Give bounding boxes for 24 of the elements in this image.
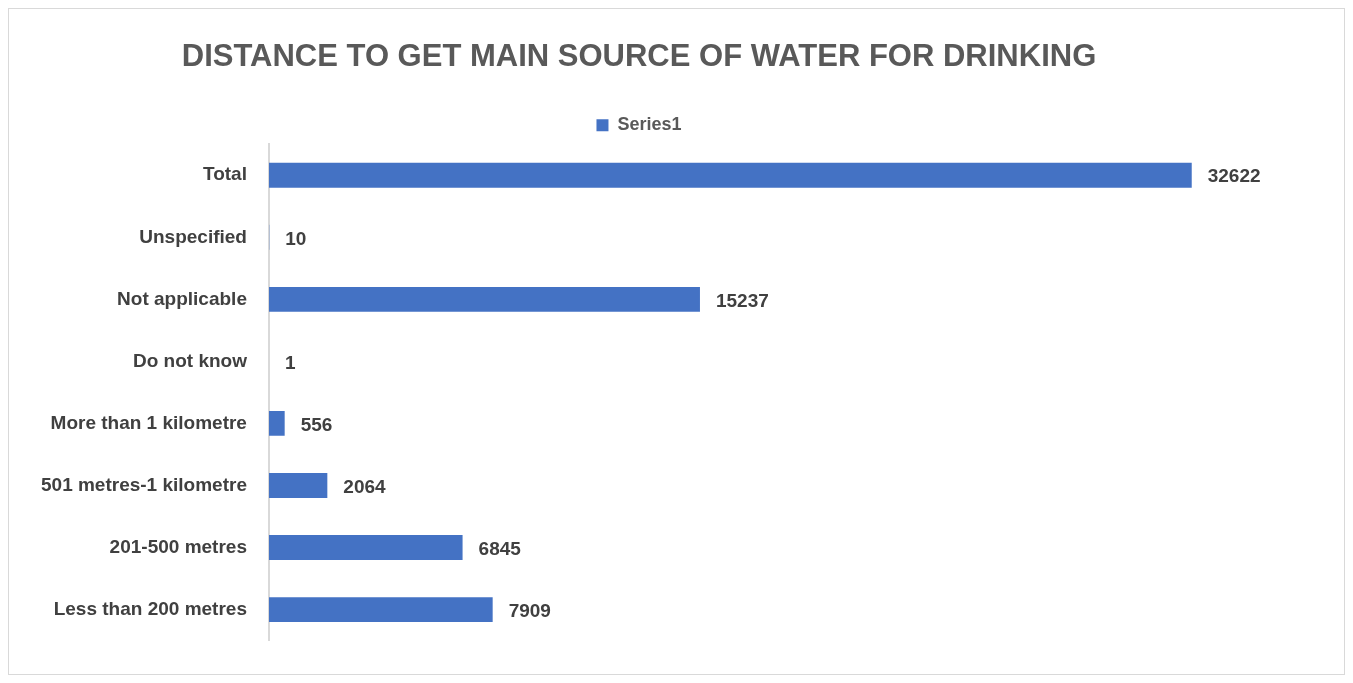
- y-tick-label: Unspecified: [139, 225, 247, 247]
- data-label: 15237: [715, 289, 769, 311]
- data-label: 7909: [508, 599, 551, 621]
- bar: [268, 473, 328, 498]
- data-label: 2064: [343, 475, 387, 497]
- y-tick-label: Total: [202, 163, 247, 185]
- bar: [268, 411, 285, 436]
- bar: [268, 597, 493, 622]
- y-tick-label: 201-500 metres: [109, 535, 247, 557]
- bar: [268, 286, 700, 312]
- data-label: 556: [300, 413, 333, 435]
- y-tick-label: Do not know: [132, 349, 248, 371]
- bar: [268, 535, 463, 560]
- bar: [268, 162, 1192, 188]
- data-label: 10: [285, 227, 307, 249]
- legend-label: Series1: [617, 114, 682, 135]
- chart-title: DISTANCE TO GET MAIN SOURCE OF WATER FOR DRINKING: [181, 38, 1097, 74]
- y-tick-label: Less than 200 metres: [53, 597, 247, 619]
- data-label: 6845: [478, 537, 522, 559]
- data-label: 1: [284, 351, 296, 373]
- data-label: 32622: [1207, 165, 1261, 187]
- y-tick-label: More than 1 kilometre: [50, 411, 247, 433]
- y-tick-label: Not applicable: [117, 287, 247, 309]
- y-tick-label: 501 metres-1 kilometre: [40, 473, 247, 495]
